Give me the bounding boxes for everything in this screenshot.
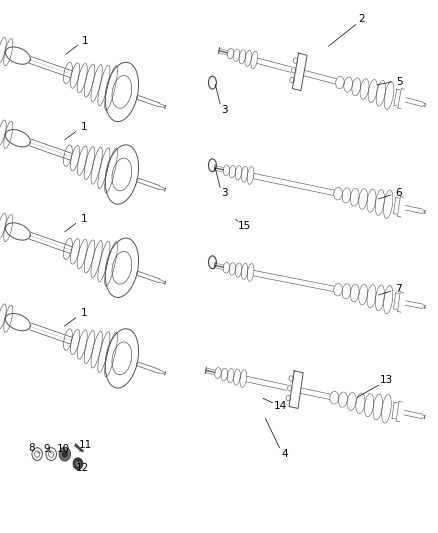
Text: 1: 1 (82, 36, 89, 45)
Ellipse shape (76, 461, 80, 466)
Text: 3: 3 (221, 189, 228, 198)
Ellipse shape (73, 458, 83, 470)
Text: 4: 4 (281, 449, 288, 459)
Text: 9: 9 (43, 445, 50, 454)
Text: 7: 7 (395, 284, 402, 294)
Text: 15: 15 (237, 221, 251, 231)
Ellipse shape (59, 447, 71, 461)
Text: 1: 1 (81, 214, 88, 223)
Text: 13: 13 (380, 375, 393, 385)
Ellipse shape (62, 451, 67, 457)
Text: 6: 6 (395, 188, 402, 198)
Text: 14: 14 (274, 401, 287, 411)
Text: 8: 8 (28, 443, 35, 453)
Text: 5: 5 (396, 77, 403, 86)
Text: 10: 10 (57, 444, 70, 454)
Text: 1: 1 (81, 309, 88, 318)
Text: 2: 2 (358, 14, 365, 24)
Text: 1: 1 (81, 122, 88, 132)
Text: 3: 3 (221, 106, 228, 115)
Text: 11: 11 (79, 440, 92, 450)
Text: 12: 12 (76, 463, 89, 473)
